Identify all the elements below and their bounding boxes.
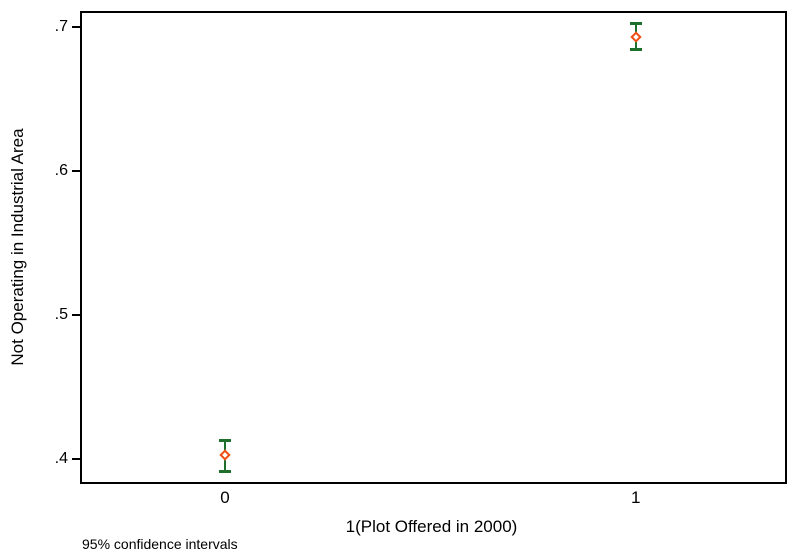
y-tick-mark: [72, 457, 80, 460]
ci-cap-top: [218, 439, 231, 443]
x-tick-label: 1: [630, 488, 641, 507]
y-tick-label: .6: [54, 161, 68, 179]
x-axis-label: 1(Plot Offered in 2000): [345, 517, 518, 536]
y-tick-mark: [72, 169, 80, 172]
y-tick-mark: [72, 25, 80, 28]
y-tick-label: .7: [54, 17, 68, 35]
ci-cap-bottom: [218, 469, 231, 473]
ci-note: 95% confidence intervals: [82, 536, 238, 552]
plot-area: [80, 11, 787, 484]
y-tick-label: .4: [54, 449, 68, 467]
x-tick-label: 0: [220, 488, 230, 507]
ci-cap-top: [629, 21, 642, 25]
y-tick-label: .5: [54, 305, 68, 323]
y-tick-mark: [72, 313, 80, 316]
ci-cap-bottom: [629, 48, 642, 52]
